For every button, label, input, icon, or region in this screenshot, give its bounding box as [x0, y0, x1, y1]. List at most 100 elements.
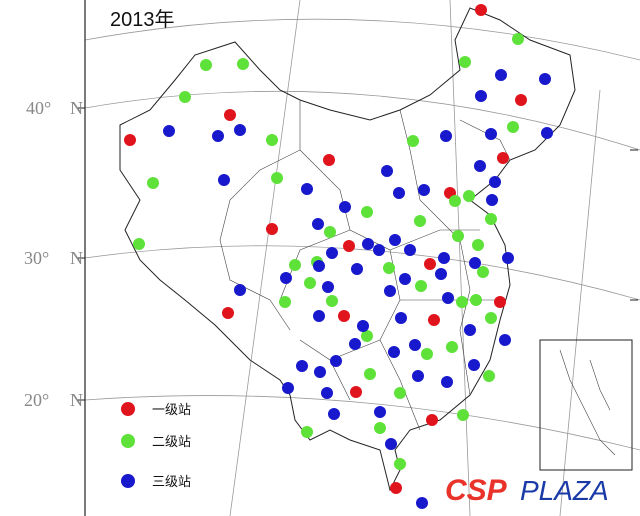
station-dot	[124, 134, 136, 146]
station-dot	[313, 310, 325, 322]
lat-degree: 40°	[26, 98, 51, 118]
station-dot	[234, 284, 246, 296]
station-dot	[515, 94, 527, 106]
station-dot	[296, 360, 308, 372]
station-dot	[390, 482, 402, 494]
station-dot	[350, 386, 362, 398]
station-dot	[483, 370, 495, 382]
station-dot	[266, 223, 278, 235]
station-dot	[485, 213, 497, 225]
station-dot	[351, 263, 363, 275]
station-dot	[395, 312, 407, 324]
station-dot	[222, 307, 234, 319]
station-dot	[271, 172, 283, 184]
station-dot	[414, 215, 426, 227]
station-dot	[388, 346, 400, 358]
province-borders	[219, 100, 511, 431]
map-title: 2013年	[110, 8, 175, 31]
station-dot	[224, 109, 236, 121]
station-dot	[428, 314, 440, 326]
legend-label: 三级站	[152, 475, 191, 490]
station-dot	[234, 124, 246, 136]
station-dot	[373, 244, 385, 256]
station-dot	[470, 294, 482, 306]
station-dot	[485, 312, 497, 324]
station-dot	[282, 382, 294, 394]
station-dot	[404, 244, 416, 256]
station-dot	[279, 296, 291, 308]
station-dot	[301, 183, 313, 195]
graticule	[84, 0, 640, 516]
station-dot	[468, 359, 480, 371]
station-dot	[421, 348, 433, 360]
station-dot	[475, 4, 487, 16]
station-dot	[361, 206, 373, 218]
station-dot	[418, 184, 430, 196]
station-dot	[435, 268, 447, 280]
station-dot	[456, 296, 468, 308]
station-dot	[394, 458, 406, 470]
station-dot	[326, 247, 338, 259]
station-dot	[475, 90, 487, 102]
station-dot	[330, 355, 342, 367]
station-dot	[539, 73, 551, 85]
watermark-suffix: PLAZA	[520, 475, 609, 506]
station-dot	[301, 426, 313, 438]
station-dot	[463, 190, 475, 202]
station-dot	[179, 91, 191, 103]
station-dot	[339, 201, 351, 213]
station-dot	[361, 330, 373, 342]
station-dot	[393, 187, 405, 199]
station-dot	[312, 218, 324, 230]
station-dot	[349, 338, 361, 350]
station-dot	[266, 134, 278, 146]
station-dot	[163, 125, 175, 137]
inset-frame	[539, 339, 633, 471]
station-dot	[362, 238, 374, 250]
station-dot	[323, 154, 335, 166]
station-dot	[381, 165, 393, 177]
station-dot	[394, 387, 406, 399]
lat-degree: 20°	[24, 390, 49, 410]
station-dot	[237, 58, 249, 70]
station-dot	[304, 277, 316, 289]
legend-label: 二级站	[152, 435, 191, 450]
station-dot	[326, 295, 338, 307]
station-dot	[313, 260, 325, 272]
legend-swatch	[121, 402, 135, 416]
station-dot	[497, 152, 509, 164]
station-dot	[474, 160, 486, 172]
station-dot	[409, 339, 421, 351]
station-dot	[485, 128, 497, 140]
station-dot	[385, 438, 397, 450]
station-dot	[494, 296, 506, 308]
station-dot	[416, 497, 428, 509]
station-dot	[389, 234, 401, 246]
station-dot	[280, 272, 292, 284]
lat-hemisphere: N	[70, 248, 83, 268]
station-dot	[512, 33, 524, 45]
station-dot	[212, 130, 224, 142]
station-dot	[322, 281, 334, 293]
station-dot	[200, 59, 212, 71]
station-dot	[399, 273, 411, 285]
station-dot	[495, 69, 507, 81]
station-dot	[424, 258, 436, 270]
watermark-brand: CSP	[445, 474, 508, 507]
station-dot	[441, 376, 453, 388]
station-dot	[472, 239, 484, 251]
station-dot	[464, 324, 476, 336]
station-dot	[440, 130, 452, 142]
station-dot	[499, 334, 511, 346]
station-dot	[357, 320, 369, 332]
station-dot	[338, 310, 350, 322]
station-dot	[383, 262, 395, 274]
inset-islands	[559, 349, 616, 456]
station-dot	[328, 408, 340, 420]
station-dot	[412, 370, 424, 382]
legend-label: 一级站	[152, 403, 191, 418]
station-dot	[502, 252, 514, 264]
station-dot	[438, 252, 450, 264]
station-dot	[343, 240, 355, 252]
station-dot	[147, 177, 159, 189]
